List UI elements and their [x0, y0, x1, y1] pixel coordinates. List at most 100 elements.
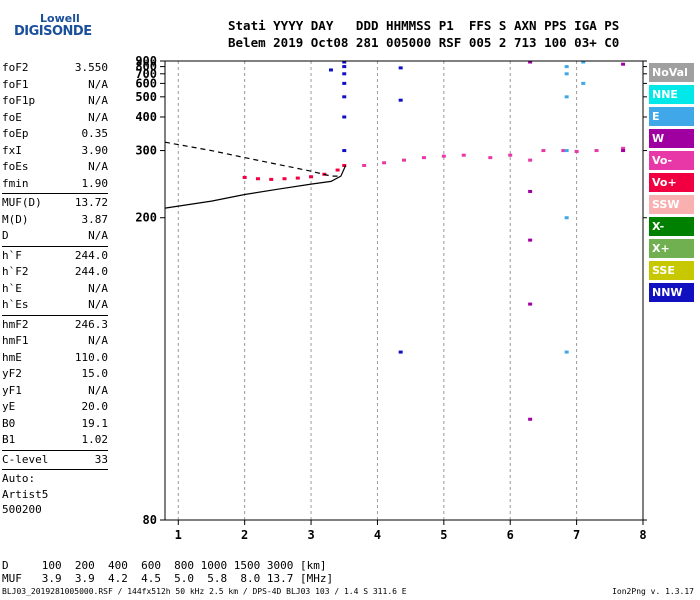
param-row-h-f: h`F 244.0 [2, 248, 108, 265]
echo-point [561, 149, 566, 153]
params-group-critical-frequencies: foF2 3.550 foF1 N/A foF1p N/A foE N/A foEp 0.35 fx… [2, 60, 108, 192]
file-info: BLJ03_2019281005000.RSF / 144fx512h 50 k… [2, 587, 407, 596]
echo-point [488, 156, 493, 160]
param-name: foF2 [2, 61, 29, 74]
param-name: B0 [2, 416, 16, 430]
legend-item-vo-: Vo- [649, 151, 694, 170]
echo-point [269, 177, 274, 181]
echo-point [564, 216, 569, 220]
chart-echoes [242, 60, 626, 421]
x-tick-label: 7 [573, 528, 580, 542]
param-row-fof1p: foF1p N/A [2, 93, 108, 110]
param-value: N/A [88, 281, 108, 295]
param-value: 110.0 [74, 350, 108, 364]
param-row-hme: hmE 110.0 [2, 350, 108, 367]
echo-point [621, 149, 626, 153]
divider [2, 314, 108, 316]
profile-line-solid [164, 165, 347, 209]
param-row-b0: B0 19.1 [2, 416, 108, 433]
divider [2, 245, 108, 247]
param-name: yE [2, 400, 16, 413]
chart-grid [177, 61, 644, 520]
echo-point [342, 60, 347, 64]
param-name: h`F [2, 248, 22, 262]
profile-line-dashed [164, 141, 341, 177]
param-row-yf1: yF1 N/A [2, 383, 108, 400]
legend-item-noval: NoVal [649, 63, 694, 82]
param-value: N/A [88, 334, 108, 347]
param-value: 20.0 [81, 400, 109, 413]
param-row-h-es: h`Es N/A [2, 297, 108, 314]
param-value: N/A [88, 77, 108, 91]
x-tick-label: 2 [241, 528, 248, 542]
autoscaling-info: Auto: Artist5 500200 [2, 471, 108, 518]
echo-point [528, 302, 533, 306]
legend-item-e: E [649, 107, 694, 126]
params-group-muf: MUF(D) 13.72 M(D) 3.87 D N/A [2, 195, 108, 245]
param-row-fxi: fxI 3.90 [2, 143, 108, 160]
legend-item-ssw: SSW [649, 195, 694, 214]
param-name: foF1p [2, 94, 36, 107]
scaled-parameters-panel: foF2 3.550 foF1 N/A foF1p N/A foE N/A foEp 0.35 fx… [2, 60, 108, 518]
param-name: yF2 [2, 367, 22, 380]
echo-point [242, 175, 247, 179]
param-name: yF1 [2, 383, 22, 397]
legend-item-x-: X+ [649, 239, 694, 258]
echo-point [508, 153, 513, 157]
param-name: fmin [2, 176, 29, 190]
echo-point [342, 149, 347, 153]
x-tick-label: 3 [307, 528, 314, 542]
param-row-c-level: C-level 33 [2, 452, 108, 469]
echo-point [362, 163, 367, 167]
y-tick-label: 700 [135, 67, 157, 81]
param-row-yf2: yF2 15.0 [2, 366, 108, 383]
param-value: 1.02 [81, 433, 109, 446]
param-value: N/A [88, 160, 108, 173]
echo-point [581, 81, 586, 85]
echo-point [564, 95, 569, 99]
param-name: hmF1 [2, 334, 29, 347]
muf-row: MUF 3.9 3.9 4.2 4.5 5.0 5.8 8.0 13.7 [MH… [2, 572, 334, 585]
echo-point [564, 149, 569, 153]
param-value: 3.550 [74, 61, 108, 74]
param-row-d: D N/A [2, 228, 108, 245]
param-value: 33 [94, 452, 108, 466]
param-value: 244.0 [74, 265, 108, 278]
param-row-foep: foEp 0.35 [2, 126, 108, 143]
param-name: hmE [2, 350, 22, 364]
param-row-hmf2: hmF2 246.3 [2, 317, 108, 334]
echo-point [581, 60, 586, 64]
param-name: MUF(D) [2, 196, 42, 209]
divider [2, 449, 108, 451]
param-value: 3.90 [81, 143, 109, 157]
param-row-b1: B1 1.02 [2, 432, 108, 449]
header-labels: Stati YYYY DAY DDD HHMMSS P1 FFS S AXN P… [228, 18, 620, 33]
param-name: foEp [2, 127, 29, 140]
echo-point [541, 149, 546, 153]
echo-point [342, 65, 347, 69]
echo-point [295, 176, 300, 180]
echo-point [528, 158, 533, 162]
param-value: 3.87 [81, 212, 109, 226]
autoscaling-version: 500200 [2, 503, 42, 516]
param-row-fmin: fmin 1.90 [2, 176, 108, 193]
param-name: h`F2 [2, 265, 29, 278]
param-row-m-d-: M(D) 3.87 [2, 212, 108, 229]
param-value: N/A [88, 110, 108, 124]
params-group-virtual-heights: h`F 244.0 h`F2 244.0 h`E N/A h`Es N/A [2, 248, 108, 314]
param-name: foE [2, 110, 22, 124]
software-version: Ion2Png v. 1.3.17 [612, 587, 694, 596]
x-tick-label: 8 [639, 528, 646, 542]
echo-point [564, 65, 569, 69]
param-name: foEs [2, 160, 29, 173]
param-name: h`E [2, 281, 22, 295]
param-value: 0.35 [81, 127, 109, 140]
params-group-profile: hmF2 246.3 hmF1 N/A hmE 110.0 yF2 15.0 yF1 N/A yE 2… [2, 317, 108, 449]
legend-item-nne: NNE [649, 85, 694, 104]
digisonde-logo: Lowell DIGISONDE [4, 10, 92, 50]
echo-point [621, 62, 626, 66]
autoscaling-label: Auto: [2, 472, 36, 485]
y-tick-label: 900 [135, 54, 157, 68]
echo-point [309, 175, 314, 179]
